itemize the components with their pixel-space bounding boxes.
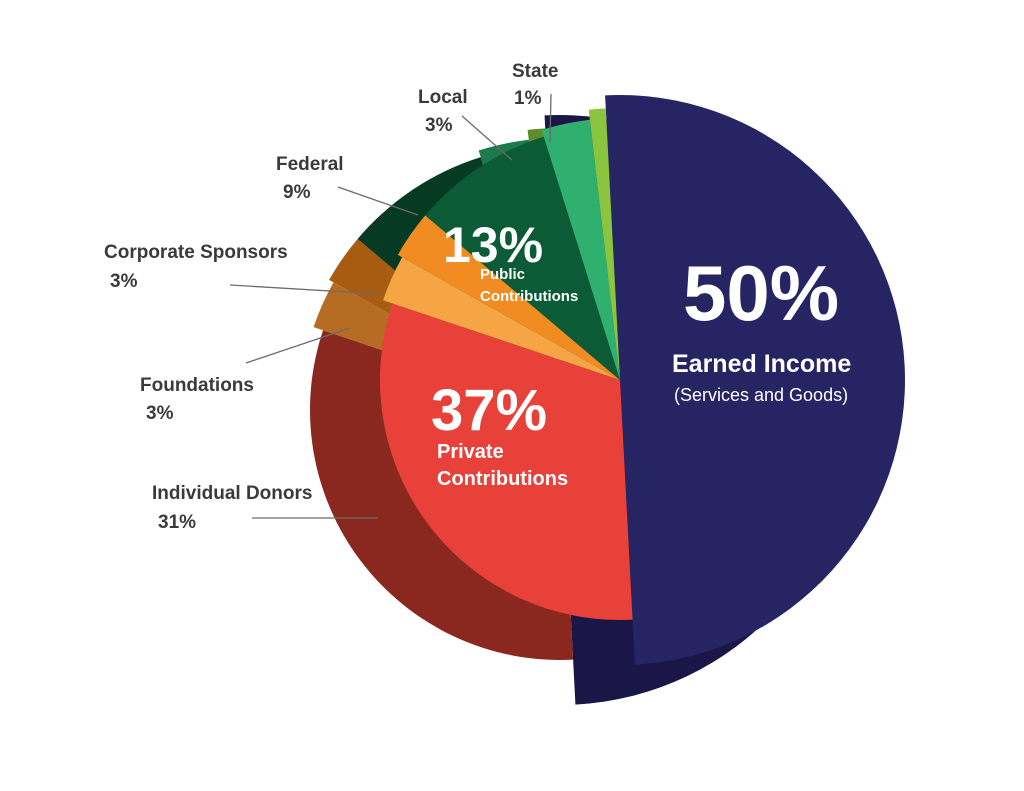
public-contributions-line1: Public [480, 266, 525, 283]
pct-corporate-sponsors: 3% [110, 271, 138, 292]
leader-federal [337, 186, 419, 216]
private-contributions-line1: Private [437, 441, 504, 463]
slice-earned-income [605, 95, 905, 665]
pct-state: 1% [514, 88, 542, 109]
earned-income-sublabel: (Services and Goods) [674, 385, 848, 405]
slice-foundations [383, 257, 620, 380]
label-foundations: Foundations [140, 375, 254, 396]
earned-income-label: Earned Income [672, 350, 851, 378]
slice-federal [425, 136, 620, 380]
slice-local [541, 119, 620, 381]
pct-local: 3% [425, 115, 453, 136]
pct-federal: 9% [283, 182, 311, 203]
label-federal: Federal [276, 154, 344, 175]
pct-individual-donors: 31% [158, 512, 196, 533]
slice-corporate-sponsors [397, 215, 620, 380]
label-individual-donors: Individual Donors [152, 483, 312, 504]
pct-foundations: 3% [146, 403, 174, 424]
public-contributions-line2: Contributions [480, 288, 578, 305]
leader-lines [229, 93, 552, 519]
slice-state [588, 108, 620, 380]
pie-slices [379, 95, 905, 665]
leader-state [549, 93, 552, 143]
public-contributions-percent: 13% [443, 217, 543, 273]
label-corporate-sponsors: Corporate Sponsors [104, 242, 288, 263]
leader-corporate-sponsors [229, 284, 381, 295]
leader-foundations [245, 327, 351, 364]
label-state: State [512, 61, 558, 82]
slice-individual-donors [379, 303, 633, 620]
earned-income-percent: 50% [683, 249, 839, 337]
private-contributions-line2: Contributions [437, 468, 568, 490]
leader-local [461, 115, 513, 161]
label-local: Local [418, 87, 468, 108]
private-contributions-percent: 37% [431, 378, 547, 443]
